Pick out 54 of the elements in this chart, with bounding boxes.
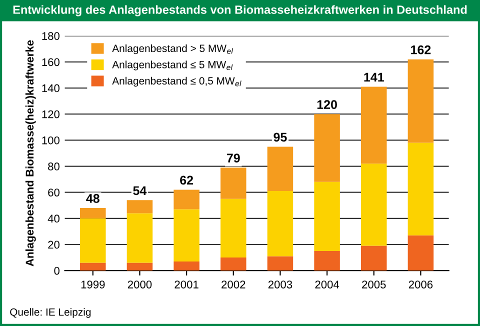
bar [267,256,294,271]
bar [174,261,200,271]
x-tick-label: 2003 [268,280,292,288]
y-tick-label: 120 [42,110,60,118]
x-tick-label: 2006 [408,280,433,288]
x-tick-label: 2002 [222,280,246,288]
y-tick-label: 20 [48,240,60,249]
legend-label: Anlagenbestand ≤ 0,5 MW$_{el}$ [112,76,242,87]
total-label: 62 [180,176,194,185]
bar [126,262,153,271]
bar [80,262,106,271]
x-tick-label: 2001 [174,280,198,288]
y-axis-title: Anlagenbestand Biomasse(heiz)kraftwerke [25,40,36,266]
bar [174,209,200,262]
bar [314,182,340,252]
bar [267,191,294,256]
bar [80,218,106,263]
x-tick-label: 2000 [128,280,152,288]
legend-label: Anlagenbestand ≤ 5 MW$_{el}$ [112,60,233,70]
bar [360,246,387,271]
x-tick-label: 1999 [81,280,105,288]
bar [267,146,294,192]
total-label: 120 [317,100,337,110]
y-tick-label: 140 [42,84,60,92]
x-tick-label: 2005 [362,280,386,288]
y-tick-label: 40 [48,214,60,223]
bar [80,208,106,218]
chart-title: Entwicklung des Anlagenbestands von Biomasseheizkraftwerken in Deutschland [13,5,467,16]
bar [220,258,246,271]
total-label: 141 [364,72,384,82]
bar [314,114,340,182]
total-label: 79 [226,154,240,162]
total-label: 95 [274,132,287,142]
bar [220,198,246,258]
y-tick-label: 60 [48,188,60,196]
bar [126,213,153,263]
total-label: 48 [86,194,100,203]
bar [408,142,434,236]
total-label: 162 [411,45,431,54]
bar [126,200,153,214]
y-tick-label: 80 [48,162,60,170]
bar [360,86,387,164]
y-tick-label: 0 [54,266,60,275]
y-tick-label: 100 [42,136,60,144]
source-note: Quelle: IE Leipzig [10,308,91,318]
total-label: 54 [133,186,147,196]
bar [220,168,246,199]
bar [314,251,340,271]
bar [408,235,434,271]
bar [360,164,387,246]
x-tick-label: 2004 [315,280,340,288]
y-tick-label: 160 [42,58,60,66]
y-tick-label: 180 [42,32,60,40]
legend-label: Anlagenbestand > 5 MW$_{el}$ [112,44,234,54]
